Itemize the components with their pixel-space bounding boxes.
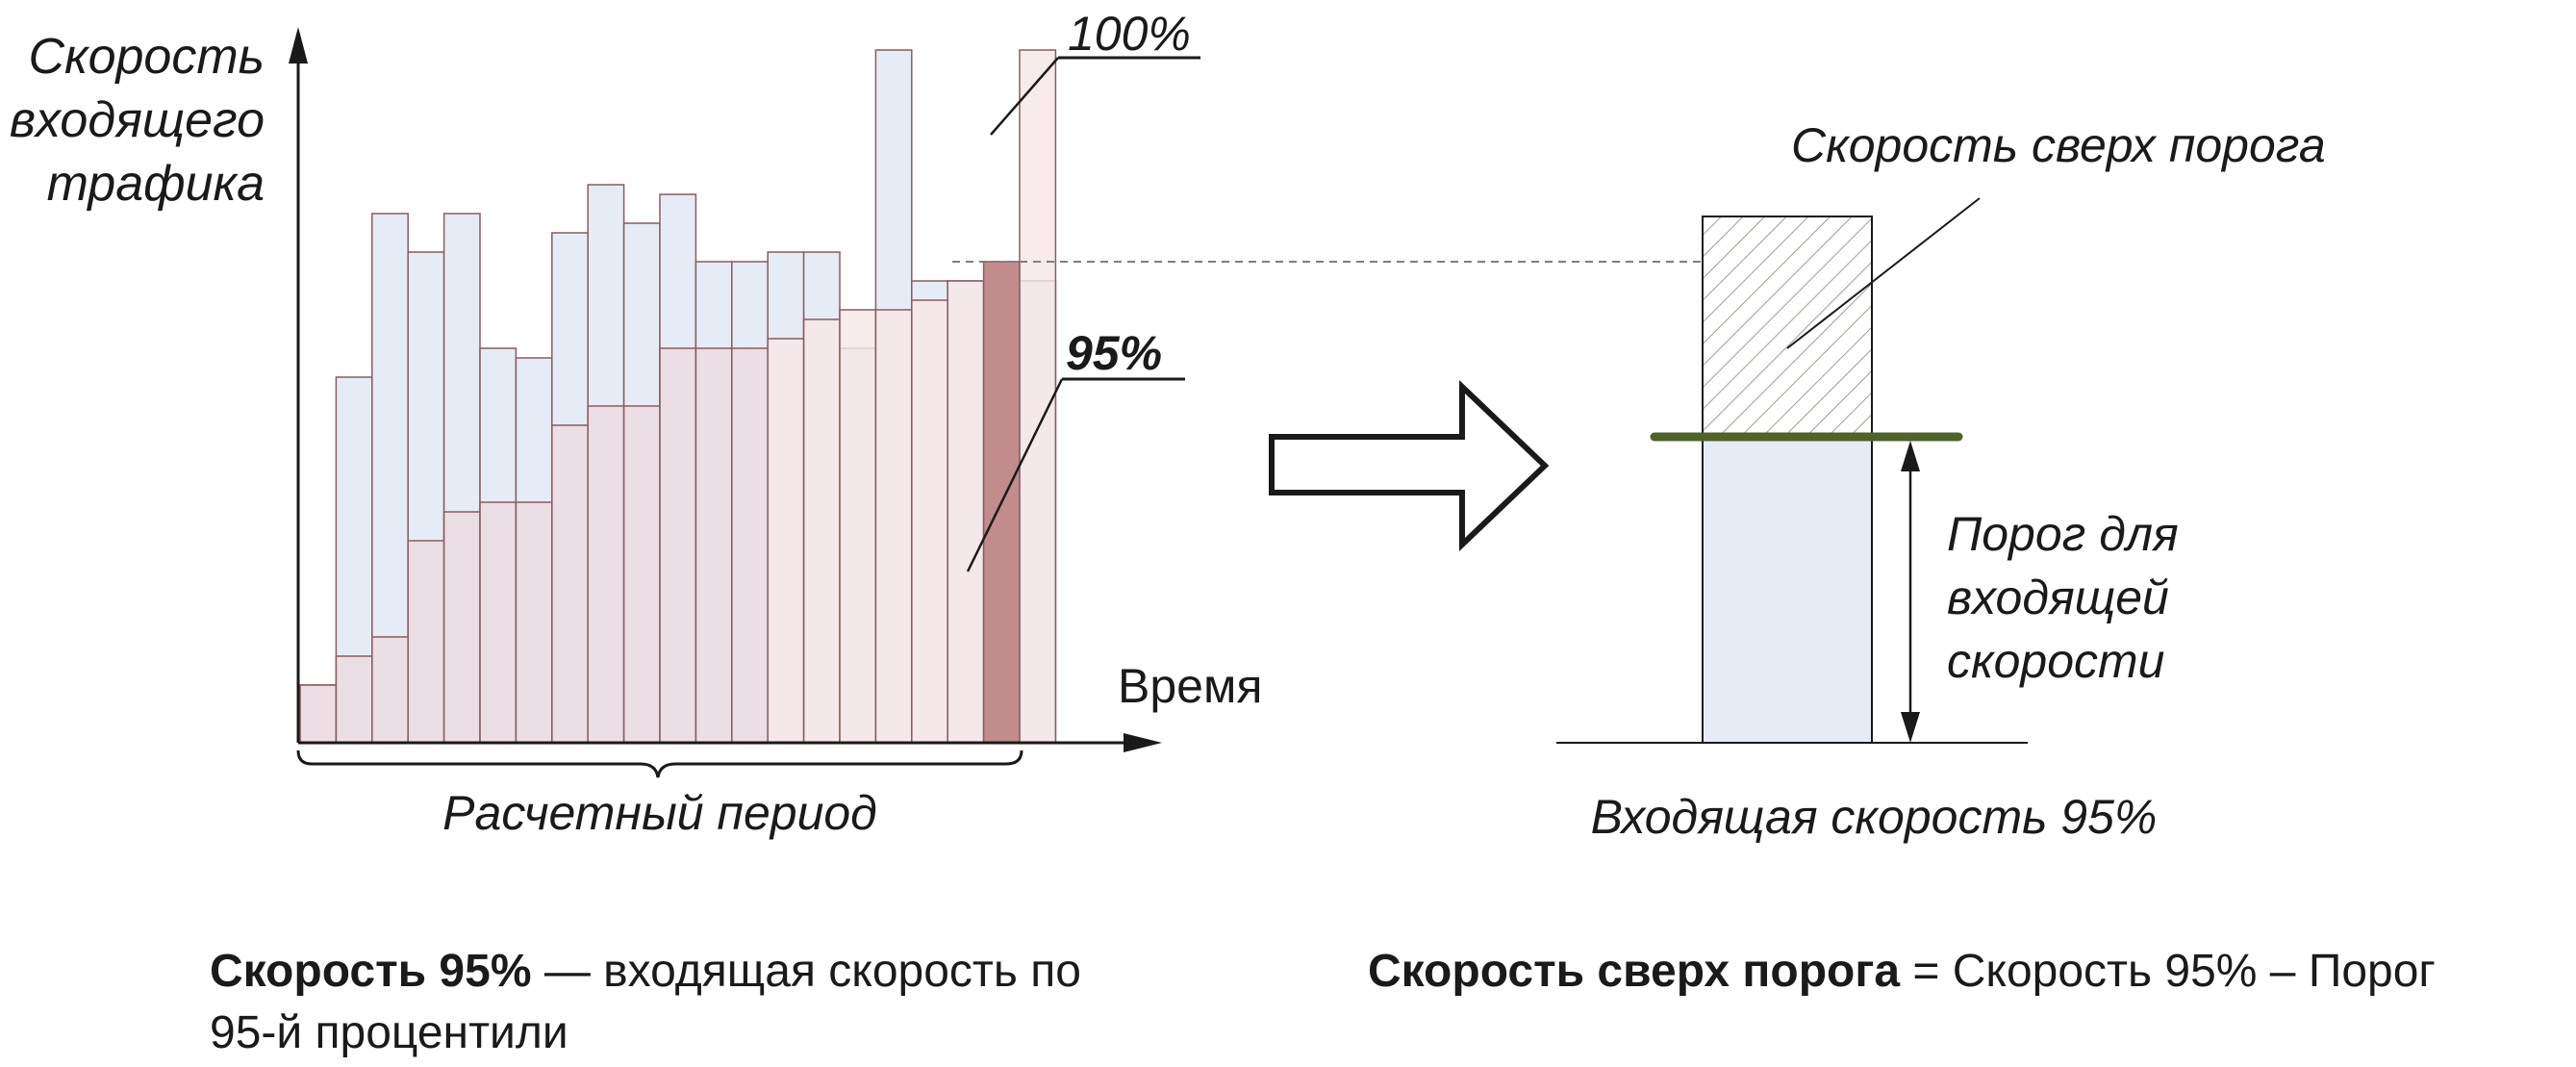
pink-bar-5 — [442, 511, 481, 744]
pink-bar-21 — [1019, 49, 1057, 744]
pink-bar-4 — [407, 540, 445, 744]
label-100-leader — [990, 57, 1059, 136]
x-axis-label: Время — [1118, 659, 1262, 713]
pink-bar-13 — [731, 347, 769, 744]
right-caption-bold: Скорость сверх порога — [1368, 946, 1901, 997]
pink-bar-2 — [335, 655, 373, 744]
over-threshold-hatched-area — [1702, 216, 1873, 438]
label-95-leader — [966, 378, 1064, 572]
pink-bar-8 — [551, 424, 589, 744]
threshold-label-line1: Порог для — [1947, 507, 2179, 561]
x-axis-arrowhead — [1124, 733, 1162, 752]
label-95: 95% — [1066, 326, 1162, 380]
label-100: 100% — [1068, 7, 1191, 61]
threshold-label-line2: входящей — [1947, 571, 2169, 624]
below-threshold-column — [1702, 436, 1873, 744]
over-threshold-leader — [1786, 197, 1981, 349]
pink-bar-7 — [515, 501, 553, 744]
y-axis-label-line2: входящего — [10, 92, 265, 148]
right-chart: Скорость сверх порога Порог для входящей… — [1556, 118, 2326, 844]
pink-bar-1 — [299, 684, 338, 744]
left-caption-line2: 95-й процентили — [210, 1007, 568, 1058]
pink-bar-19 — [947, 280, 985, 744]
y-axis-label-line1: Скорость — [28, 29, 265, 85]
pink-bar-9 — [587, 405, 625, 744]
pink-bar-11 — [659, 347, 697, 744]
y-axis-arrowhead — [289, 27, 308, 64]
left-caption-text: — входящая скорость по — [531, 946, 1081, 997]
pink-bar-10 — [622, 405, 661, 744]
pink-bar-3 — [371, 636, 409, 744]
left-caption-bold: Скорость 95% — [210, 946, 532, 997]
left-caption: Скорость 95% — входящая скорость по 95-й… — [210, 941, 1081, 1064]
over-threshold-label: Скорость сверх порога — [1791, 118, 2326, 172]
pink-bar-series — [299, 49, 1057, 744]
threshold-label-line3: скорости — [1947, 634, 2165, 688]
pink-bar-17 — [874, 309, 913, 744]
incoming-95-label: Входящая скорость 95% — [1591, 790, 2158, 844]
pink-bar-6 — [479, 501, 518, 744]
transform-arrow — [1269, 379, 1550, 552]
period-brace — [296, 749, 1023, 778]
right-caption: Скорость сверх порога = Скорость 95% – П… — [1368, 941, 2436, 1003]
period-label: Расчетный период — [442, 786, 877, 840]
pink-bar-15 — [802, 318, 841, 744]
pink-bar-12 — [695, 347, 733, 744]
left-caption-line1: Скорость 95% — входящая скорость по — [210, 941, 1081, 1003]
threshold-arrow-down-head — [1901, 712, 1920, 743]
pink-bar-14 — [767, 338, 805, 744]
pink-bar-16 — [839, 309, 877, 744]
threshold-arrow-up-head — [1901, 441, 1920, 471]
y-axis-label-line3: трафика — [47, 156, 265, 212]
right-caption-text: = Скорость 95% – Порог — [1900, 946, 2436, 997]
left-chart: Скорость входящего трафика Время Расчетн… — [10, 7, 1706, 840]
pink-bar-18 — [911, 299, 948, 744]
